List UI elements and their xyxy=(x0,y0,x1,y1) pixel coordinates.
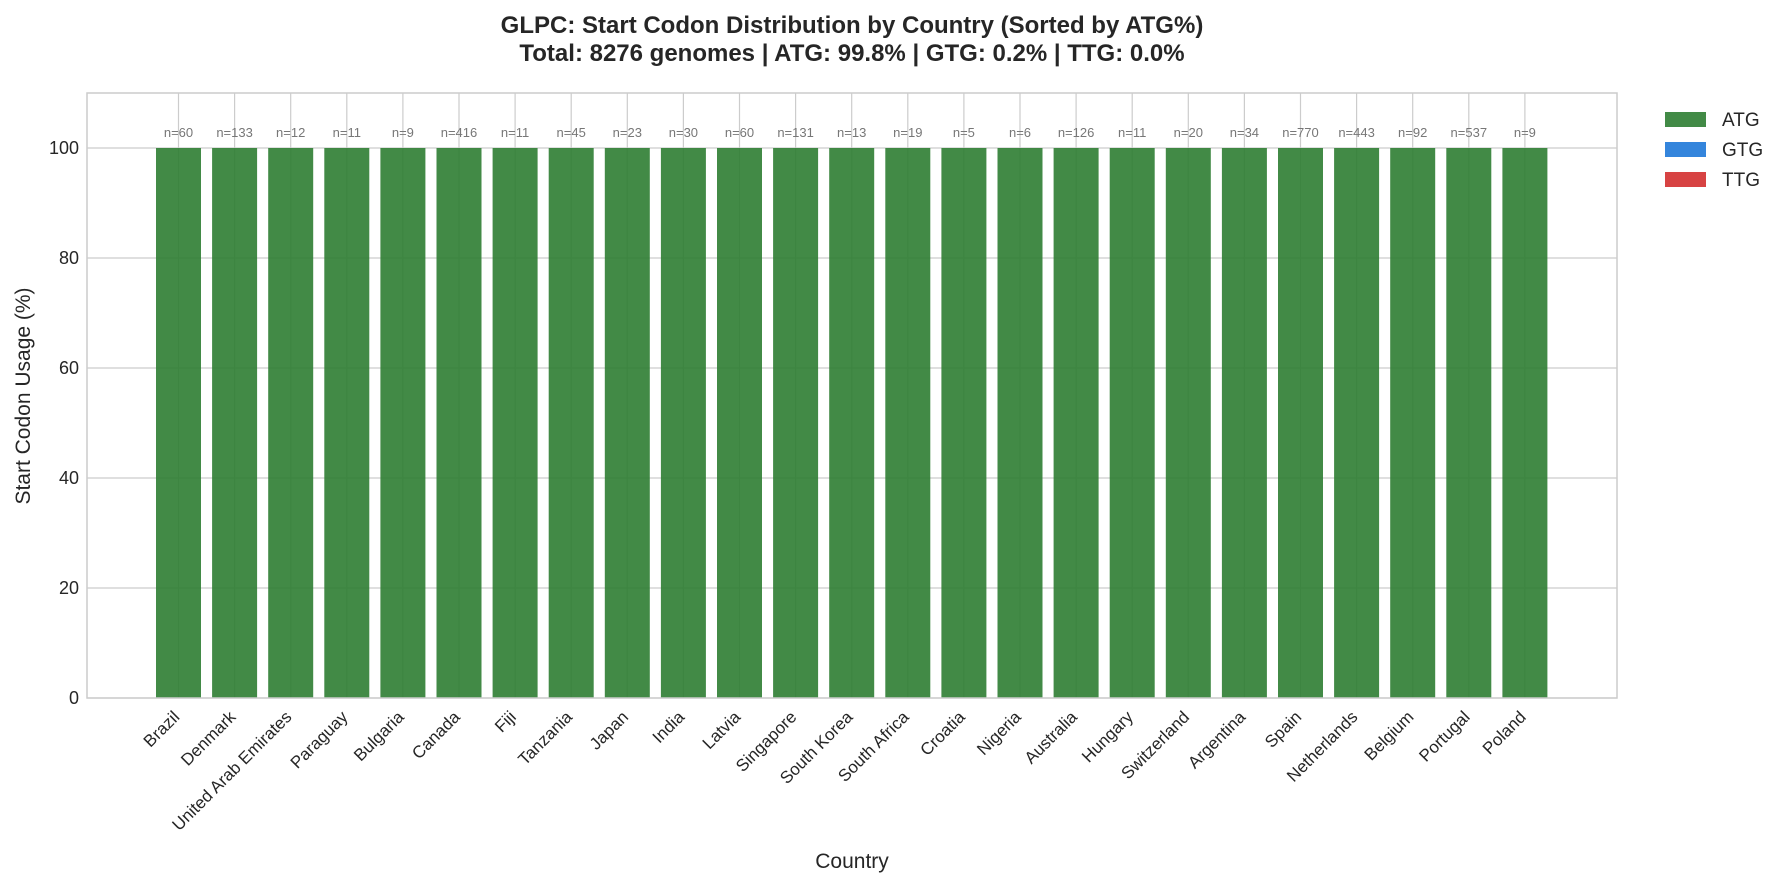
legend-label: ATG xyxy=(1722,110,1760,131)
count-label: n=34 xyxy=(1230,125,1259,140)
count-label: n=9 xyxy=(392,125,414,140)
x-tick-label: Paraguay xyxy=(287,707,352,772)
legend-label: TTG xyxy=(1722,170,1760,191)
x-tick-label: Argentina xyxy=(1184,707,1249,772)
count-label: n=30 xyxy=(669,125,698,140)
count-label: n=20 xyxy=(1174,125,1203,140)
x-tick-label: Spain xyxy=(1261,707,1305,751)
x-tick-label: Bulgaria xyxy=(350,707,408,765)
chart-subtitle: Total: 8276 genomes | ATG: 99.8% | GTG: … xyxy=(519,40,1184,67)
bar-atg xyxy=(604,148,650,698)
bar-atg xyxy=(268,148,314,698)
legend-swatch-atg xyxy=(1665,112,1706,127)
bar-atg xyxy=(773,148,819,698)
count-label: n=19 xyxy=(893,125,922,140)
bar-atg xyxy=(941,148,987,698)
bar-atg xyxy=(885,148,931,698)
count-label: n=12 xyxy=(276,125,305,140)
x-tick-label: India xyxy=(649,707,689,747)
bar-atg xyxy=(1334,148,1380,698)
count-label: n=45 xyxy=(557,125,586,140)
bar-atg xyxy=(717,148,762,698)
bar-atg xyxy=(1109,148,1155,698)
bar-atg xyxy=(156,148,201,698)
count-label: n=770 xyxy=(1282,125,1319,140)
count-label: n=133 xyxy=(216,125,253,140)
x-tick-label: Latvia xyxy=(699,707,745,753)
y-tick-label: 0 xyxy=(69,688,79,708)
plot-frame xyxy=(86,92,1618,699)
bar-atg xyxy=(1053,148,1099,698)
x-tick-label: Nigeria xyxy=(973,707,1025,759)
count-label: n=92 xyxy=(1398,125,1427,140)
bars xyxy=(156,148,1548,698)
bar-atg xyxy=(548,148,594,698)
x-tick-label: Fiji xyxy=(491,707,520,736)
count-label: n=11 xyxy=(1118,125,1146,140)
count-label: n=13 xyxy=(837,125,866,140)
x-axis-label: Country xyxy=(815,850,889,873)
x-tick-label: Australia xyxy=(1021,707,1082,768)
legend: ATG GTG TTG xyxy=(1665,110,1763,191)
bar-atg xyxy=(1502,148,1548,698)
bar-atg xyxy=(492,148,538,698)
count-label: n=131 xyxy=(777,125,814,140)
count-labels: n=60 n=133 n=12 n=11 n=9 n=416 n=11 n=45 n=23 n=3… xyxy=(164,125,1536,140)
count-label: n=11 xyxy=(501,125,529,140)
legend-swatch-gtg xyxy=(1665,142,1706,157)
bar-atg xyxy=(829,148,875,698)
y-axis-label: Start Codon Usage (%) xyxy=(12,287,35,504)
x-tick-label: Japan xyxy=(586,707,632,753)
count-label: n=60 xyxy=(164,125,193,140)
bar-atg xyxy=(212,148,258,698)
count-label: n=11 xyxy=(333,125,361,140)
bar-atg xyxy=(1221,148,1267,698)
y-tick-label: 60 xyxy=(59,358,79,378)
legend-swatch-ttg xyxy=(1665,172,1706,187)
x-tick-label: Croatia xyxy=(917,707,970,760)
count-label: n=416 xyxy=(441,125,478,140)
bar-atg xyxy=(324,148,370,698)
count-label: n=126 xyxy=(1058,125,1095,140)
count-label: n=5 xyxy=(953,125,975,140)
y-tick-label: 80 xyxy=(59,248,79,268)
count-label: n=443 xyxy=(1338,125,1375,140)
y-tick-label: 40 xyxy=(59,468,79,488)
y-axis-ticks: 0 20 40 60 80 100 xyxy=(49,138,79,708)
count-label: n=9 xyxy=(1514,125,1536,140)
y-tick-label: 100 xyxy=(49,138,79,158)
x-tick-label: Belgium xyxy=(1361,707,1418,764)
legend-label: GTG xyxy=(1722,140,1763,161)
count-label: n=537 xyxy=(1451,125,1488,140)
y-tick-label: 20 xyxy=(59,578,79,598)
x-tick-label: Tanzania xyxy=(514,707,576,769)
bar-atg xyxy=(997,148,1043,698)
bar-atg xyxy=(436,148,482,698)
x-tick-label: Poland xyxy=(1479,707,1530,758)
x-tick-label: Portugal xyxy=(1415,707,1473,765)
x-tick-label: Brazil xyxy=(140,707,183,750)
bar-atg xyxy=(1446,148,1492,698)
count-label: n=6 xyxy=(1009,125,1031,140)
bar-atg xyxy=(1278,148,1323,698)
bar-atg xyxy=(1390,148,1436,698)
chart-title: GLPC: Start Codon Distribution by Countr… xyxy=(501,12,1204,39)
bar-atg xyxy=(1165,148,1211,698)
count-label: n=23 xyxy=(613,125,642,140)
bar-atg xyxy=(660,148,706,698)
x-tick-label: Canada xyxy=(408,707,464,763)
bar-atg xyxy=(380,148,426,698)
count-label: n=60 xyxy=(725,125,754,140)
